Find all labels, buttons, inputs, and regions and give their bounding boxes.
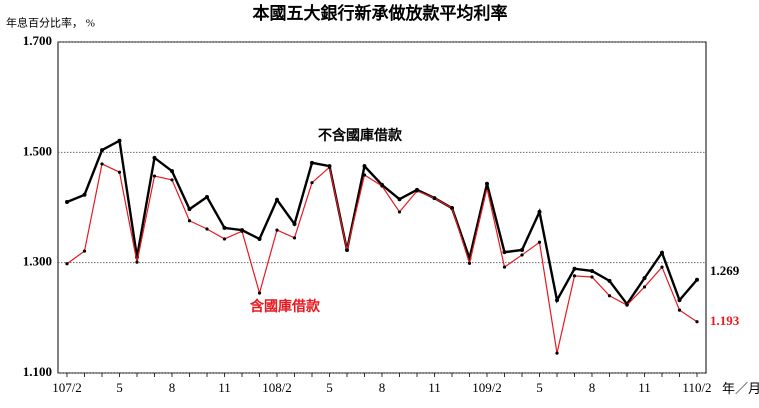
point <box>485 181 489 186</box>
point <box>152 155 157 160</box>
point <box>170 178 174 182</box>
point <box>222 225 227 230</box>
point <box>660 250 664 255</box>
point <box>292 222 297 227</box>
point <box>590 268 594 273</box>
point <box>362 173 367 177</box>
point <box>310 181 314 185</box>
point <box>100 162 104 166</box>
point <box>520 247 524 252</box>
point <box>117 170 122 174</box>
point <box>607 294 612 298</box>
point <box>380 184 384 188</box>
point <box>677 298 682 303</box>
y-tick-label: 1.100 <box>23 364 52 379</box>
y-axis-label: 年息百分比率， % <box>6 16 95 30</box>
plot-frame <box>57 41 707 374</box>
point <box>555 298 559 303</box>
point <box>590 275 594 279</box>
point <box>415 189 419 193</box>
point <box>537 209 542 214</box>
chart-title: 本國五大銀行新承做放款平均利率 <box>253 3 508 23</box>
x-tick-label: 107/2 <box>52 380 82 395</box>
point <box>257 236 262 241</box>
point <box>450 206 454 210</box>
y-tick-label: 1.500 <box>23 143 52 158</box>
point <box>607 278 612 283</box>
point <box>520 253 524 257</box>
point <box>432 196 437 200</box>
point <box>187 207 192 212</box>
end-value-label: 1.269 <box>710 263 740 278</box>
y-tick-label: 1.700 <box>23 33 52 48</box>
point <box>275 228 279 232</box>
y-tick-label: 1.300 <box>23 254 52 269</box>
point <box>397 197 402 202</box>
point <box>65 262 69 266</box>
end-value-label: 1.193 <box>710 313 740 328</box>
point <box>467 261 472 265</box>
point <box>572 266 577 271</box>
point <box>572 274 577 278</box>
point <box>345 248 349 252</box>
point <box>257 291 262 295</box>
point <box>65 199 69 204</box>
point <box>187 219 192 223</box>
series-annotation: 含國庫借款 <box>250 298 321 315</box>
point <box>695 277 699 282</box>
series-line <box>66 138 698 307</box>
point <box>642 285 647 289</box>
point <box>222 237 227 241</box>
series-annotation: 不含國庫借款 <box>318 127 403 144</box>
point <box>205 227 209 231</box>
series-line <box>66 163 698 354</box>
point <box>170 169 174 174</box>
x-tick-label: 5 <box>116 380 123 395</box>
x-tick-label: 5 <box>536 380 543 395</box>
point <box>327 165 332 169</box>
point <box>502 265 507 269</box>
point <box>362 164 367 169</box>
x-tick-label: 8 <box>169 380 176 395</box>
point <box>117 138 122 143</box>
point <box>275 197 279 202</box>
x-tick-label: 110/2 <box>682 380 711 395</box>
x-tick-label: 11 <box>638 380 651 395</box>
point <box>660 265 664 269</box>
x-tick-label: 11 <box>218 380 231 395</box>
point <box>695 320 699 324</box>
point <box>502 250 507 255</box>
point <box>152 174 157 178</box>
x-tick-label: 108/2 <box>262 380 292 395</box>
point <box>82 249 87 253</box>
point <box>100 148 104 153</box>
x-tick-label: 8 <box>379 380 386 395</box>
point <box>397 210 402 214</box>
x-tick-label: 8 <box>589 380 596 395</box>
point <box>292 236 297 240</box>
point <box>135 260 139 264</box>
point <box>677 308 682 312</box>
x-tick-label: 5 <box>326 380 333 395</box>
point <box>485 186 489 190</box>
x-tick-label: 109/2 <box>472 380 502 395</box>
point <box>537 240 542 244</box>
point <box>625 303 629 307</box>
x-tick-label: 11 <box>428 380 441 395</box>
point <box>555 351 559 355</box>
x-axis-label: 年／月 <box>722 381 759 396</box>
point <box>310 160 314 165</box>
point <box>82 192 87 197</box>
point <box>642 276 647 281</box>
point <box>240 229 244 233</box>
point <box>205 195 209 200</box>
